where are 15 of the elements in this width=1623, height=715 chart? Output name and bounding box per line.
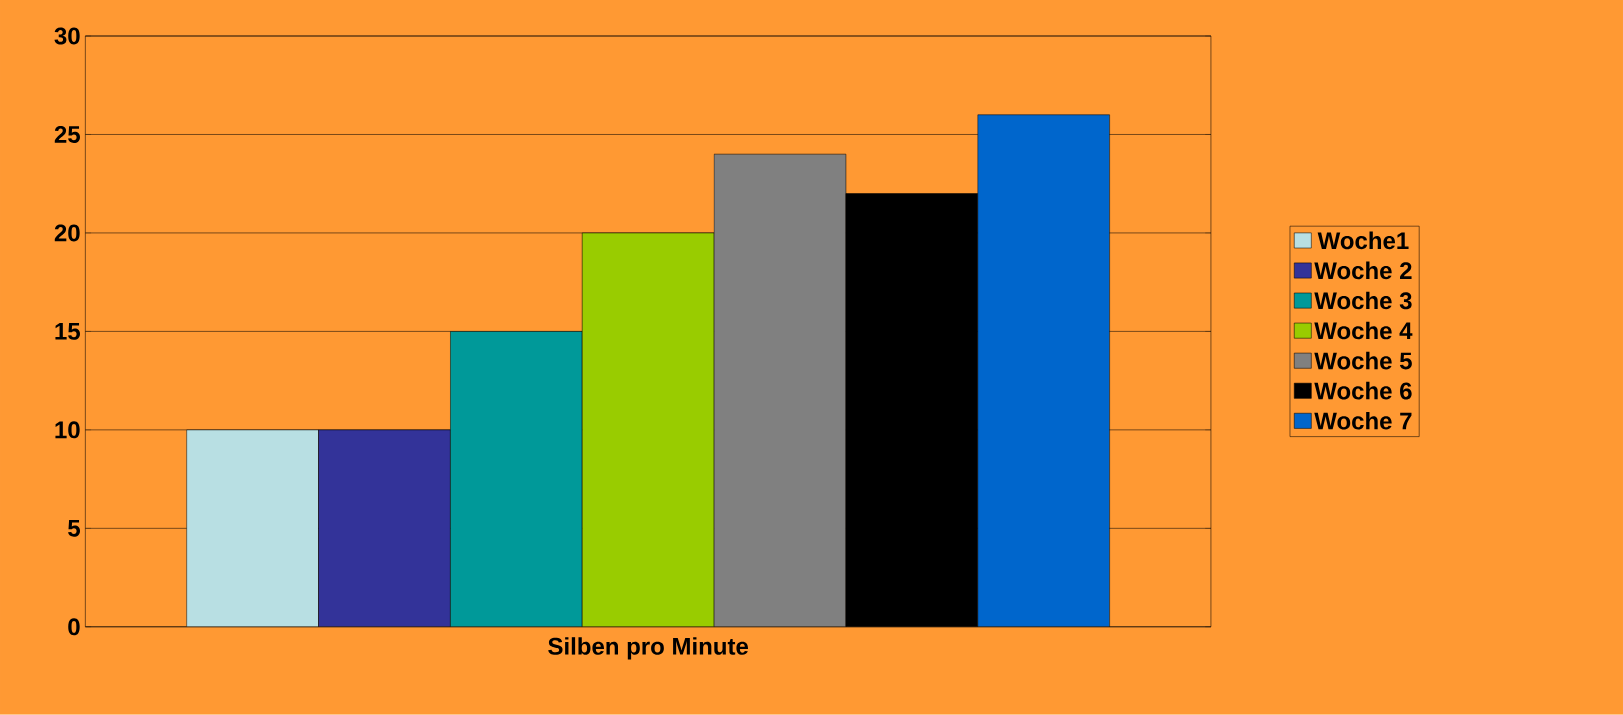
x-tick-label: Silben pro Minute <box>548 637 749 660</box>
y-tick-label: 20 <box>54 224 80 242</box>
y-tick-label: 10 <box>55 421 80 439</box>
y-tick-label: 5 <box>68 520 80 537</box>
y-tick-label: 15 <box>55 323 80 340</box>
legend-label: Woche 6 <box>1314 381 1412 400</box>
legend-label: Woche 2 <box>1314 261 1412 280</box>
y-tick-label: 25 <box>54 126 80 144</box>
legend-label: Woche 5 <box>1314 351 1412 370</box>
legend-label: Woche 4 <box>1314 321 1413 340</box>
y-tick-label: 0 <box>68 618 80 636</box>
y-tick-label: 30 <box>54 27 80 45</box>
legend-label: Woche 7 <box>1314 411 1412 430</box>
legend-label: Woche 3 <box>1314 291 1412 310</box>
legend-label: Woche1 <box>1317 231 1409 250</box>
